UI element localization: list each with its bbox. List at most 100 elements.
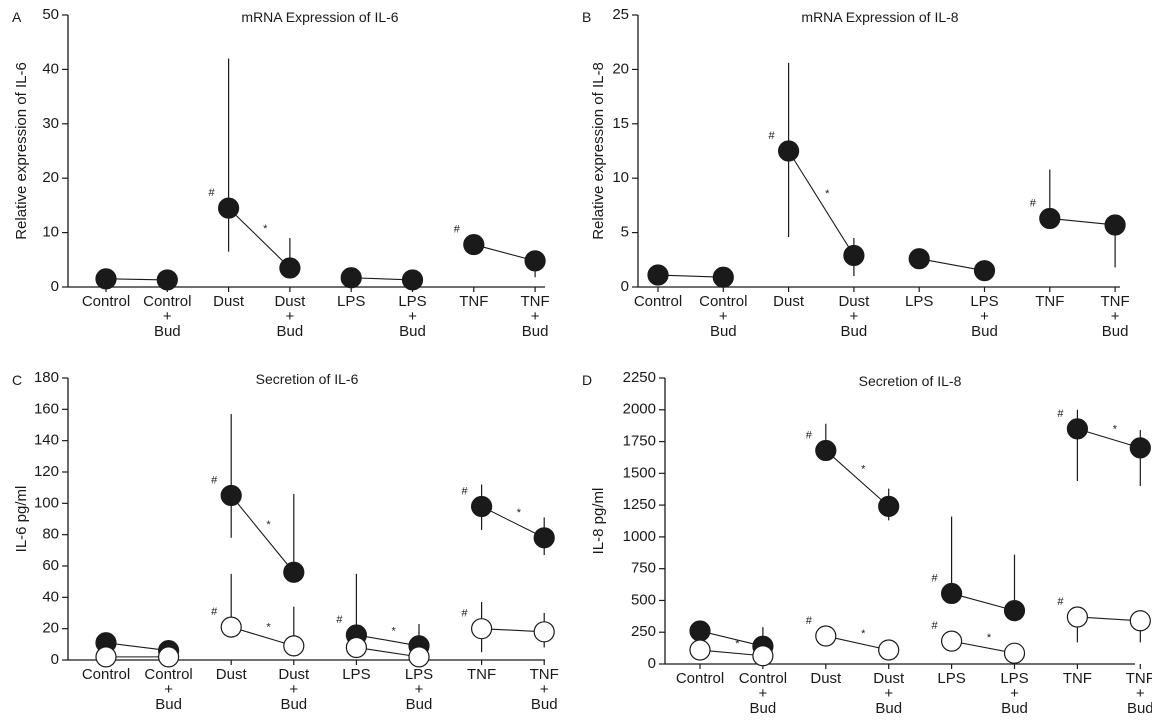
y-axis-label: IL-6 pg/ml <box>13 486 30 553</box>
data-point <box>878 639 900 661</box>
y-tick-label: 180 <box>34 369 59 386</box>
y-axis-label: Relative expression of IL-8 <box>590 62 607 240</box>
data-point <box>1129 610 1151 632</box>
x-tick-label: Control <box>82 666 130 683</box>
data-point <box>95 646 117 668</box>
x-tick-label: Dust + Bud <box>838 293 870 340</box>
y-tick-label: 60 <box>42 557 59 574</box>
y-tick-label: 120 <box>34 463 59 480</box>
significance-mark: # <box>1030 197 1037 209</box>
series-filled: # * # <box>647 62 1126 288</box>
y-tick-label: 30 <box>42 115 59 132</box>
series-filled: # * # <box>95 58 546 291</box>
connector-line <box>788 150 855 256</box>
y-tick-label: 1750 <box>623 433 656 450</box>
data-point <box>533 621 555 643</box>
chart-title: Secretion of IL-8 <box>859 373 962 389</box>
y-tick-label: 80 <box>42 526 59 543</box>
x-tick-label: LPS <box>342 666 370 683</box>
data-point <box>401 269 424 291</box>
x-tick-label: Control <box>676 670 724 687</box>
y-tick-label: 140 <box>34 432 59 449</box>
data-point <box>815 625 837 647</box>
panel-letter: B <box>582 9 591 25</box>
x-tick-label: LPS + Bud <box>1000 670 1028 717</box>
data-point <box>843 244 865 267</box>
data-point <box>1039 207 1061 230</box>
significance-mark: # <box>336 614 343 626</box>
data-point <box>712 266 734 288</box>
connector-line <box>825 635 889 651</box>
y-tick-label: 1500 <box>623 464 656 481</box>
connector-line <box>228 207 291 269</box>
data-point <box>156 269 178 291</box>
significance-mark: * <box>861 628 866 640</box>
data-point <box>940 630 963 652</box>
y-axis-label: Relative expression of IL-6 <box>13 62 30 240</box>
connector-line <box>919 258 985 272</box>
connector-line <box>951 640 1015 654</box>
data-point <box>878 495 900 517</box>
chart-title: mRNA Expression of IL-6 <box>241 9 398 25</box>
y-tick-label: 20 <box>42 620 59 637</box>
data-point <box>220 484 242 507</box>
significance-mark: # <box>454 224 461 236</box>
x-tick-label: Dust <box>213 293 245 310</box>
significance-mark: * <box>987 632 992 644</box>
data-point <box>283 635 305 657</box>
x-tick-label: Dust <box>216 666 248 683</box>
data-point <box>408 646 430 668</box>
y-tick-label: 250 <box>631 623 656 640</box>
y-tick-label: 0 <box>648 655 656 672</box>
y-tick-label: 750 <box>631 560 656 577</box>
y-tick-label: 1250 <box>623 496 656 513</box>
significance-mark: * <box>735 638 740 650</box>
y-tick-label: 160 <box>34 400 59 417</box>
data-point <box>218 197 240 219</box>
series-open: * # * # * # <box>689 596 1151 667</box>
significance-mark: * <box>825 188 830 200</box>
x-tick-label: LPS + Bud <box>405 666 433 713</box>
x-tick-label: Control + Bud <box>699 293 747 340</box>
connector-line <box>481 505 545 539</box>
x-tick-label: TNF <box>1035 293 1064 310</box>
panel-d: D Secretion of IL-8 IL-8 pg/ml 0 250 500 750 10… <box>582 369 1152 717</box>
y-tick-label: 2000 <box>623 401 656 418</box>
x-tick-label: TNF <box>1063 670 1092 687</box>
y-tick-label: 15 <box>612 115 629 132</box>
y-axis-label: IL-8 pg/ml <box>590 488 607 555</box>
data-point <box>647 264 669 286</box>
significance-mark: # <box>806 429 813 441</box>
panel-letter: C <box>12 372 22 388</box>
x-tick-label: Control <box>634 293 682 310</box>
data-point <box>940 582 963 605</box>
y-tick-label: 500 <box>631 591 656 608</box>
connector-line <box>825 450 890 507</box>
data-point <box>973 260 996 282</box>
significance-mark: # <box>1057 408 1064 420</box>
x-tick-label: TNF + Bud <box>530 666 559 713</box>
significance-mark: * <box>266 622 271 634</box>
x-tick-label: LPS + Bud <box>970 293 998 340</box>
data-point <box>689 620 711 642</box>
x-tick-label: Control + Bud <box>739 670 787 717</box>
y-tick-label: 5 <box>621 224 629 241</box>
data-point <box>777 140 800 162</box>
x-tick-label: Control + Bud <box>144 666 192 713</box>
data-point <box>471 618 493 640</box>
panel-letter: A <box>12 9 22 25</box>
data-point <box>752 645 774 667</box>
x-tick-label: LPS + Bud <box>398 293 426 340</box>
connector-line <box>230 495 295 573</box>
data-point <box>1066 606 1089 628</box>
x-tick-label: Control <box>82 293 130 310</box>
data-point <box>689 639 711 661</box>
x-tick-label: Dust <box>773 293 805 310</box>
significance-mark: # <box>462 485 469 497</box>
data-point <box>908 248 930 270</box>
significance-mark: * <box>263 223 268 235</box>
connector-line <box>231 626 294 647</box>
